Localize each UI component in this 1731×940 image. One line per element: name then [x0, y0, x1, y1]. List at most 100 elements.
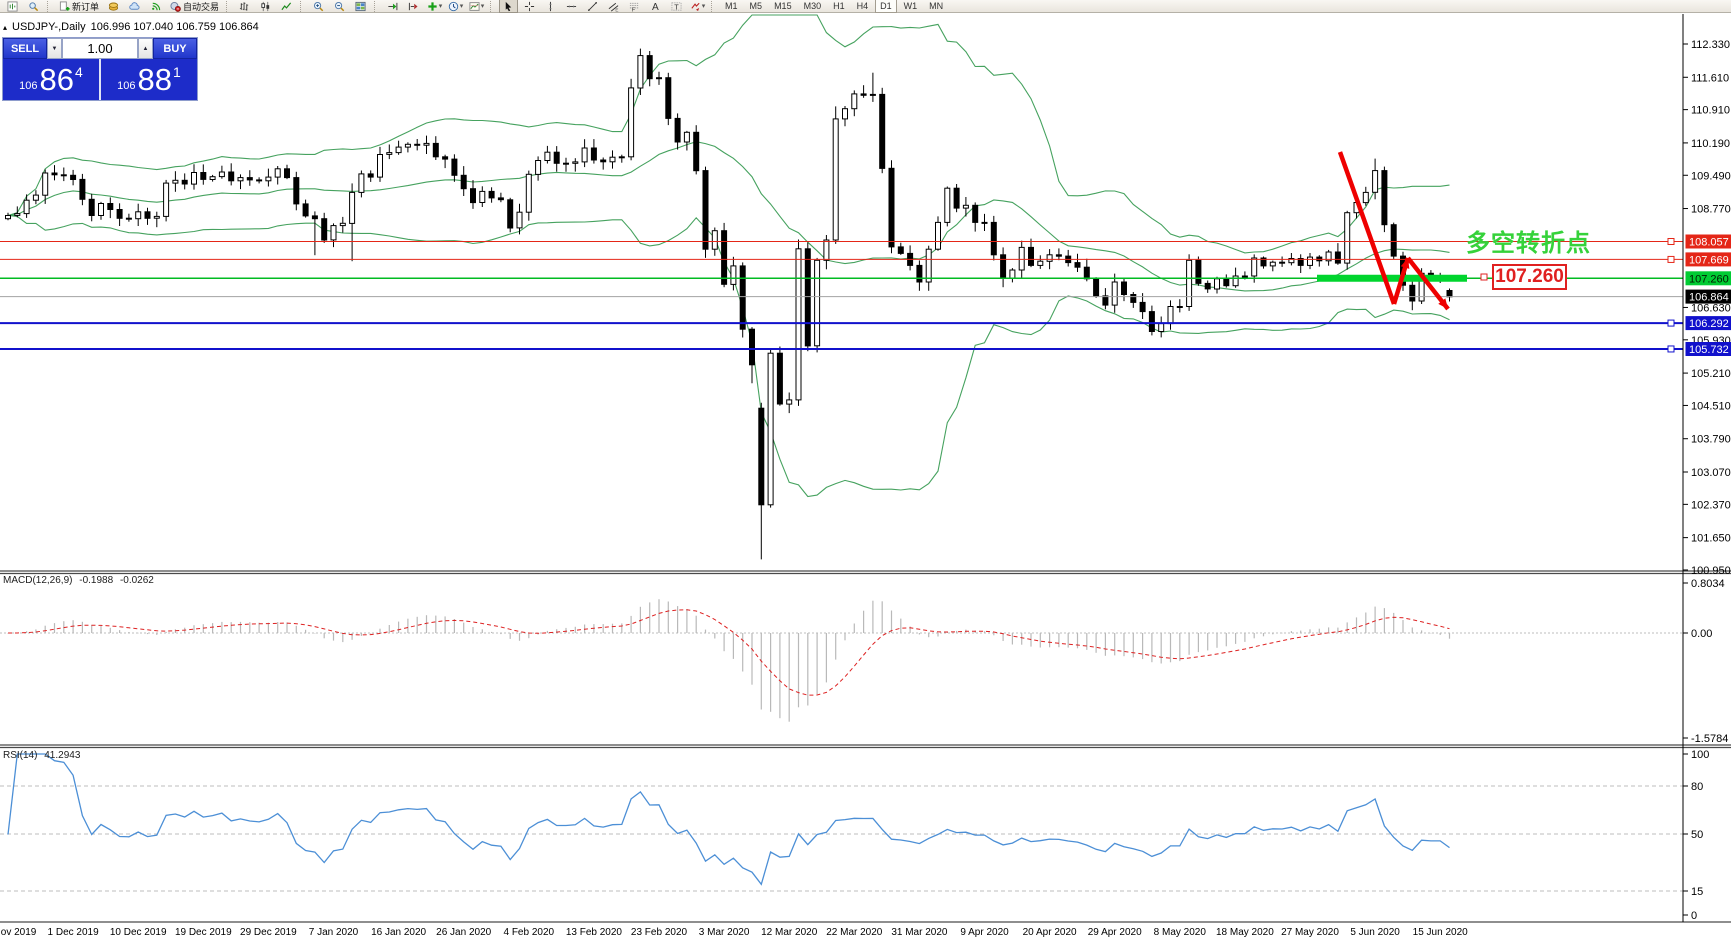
turning-point-annotation[interactable]: 多空转折点 — [1466, 230, 1591, 257]
price-axis-flag — [1685, 342, 1731, 356]
tile-windows-icon[interactable] — [351, 0, 370, 13]
fibonacci-icon[interactable]: F — [625, 0, 644, 13]
hline-handle[interactable] — [1667, 255, 1675, 263]
cursor-icon[interactable] — [499, 0, 519, 13]
macd-value-main: -0.1988 — [79, 575, 114, 586]
cloud-icon[interactable] — [125, 0, 144, 13]
candlestick-chart-icon[interactable] — [256, 0, 275, 13]
line-chart-icon[interactable] — [277, 0, 296, 13]
time-tick-label: 18 May 2020 — [1216, 927, 1274, 938]
hline-handle[interactable] — [1667, 319, 1675, 327]
toolbar-separator — [300, 0, 305, 12]
price-level-flag[interactable]: 107.260 — [1492, 264, 1567, 290]
price-axis-flag-label: 106.864 — [1689, 292, 1729, 304]
price-axis-flag-label: 106.292 — [1689, 318, 1729, 330]
new-order-button[interactable]: 新订单 — [56, 0, 102, 12]
dropdown-arrow-icon[interactable]: ▾ — [438, 3, 443, 10]
timeframe-m15[interactable]: M15 — [774, 1, 792, 11]
zoom-out-icon[interactable] — [330, 0, 349, 13]
price-tick-label: 104.510 — [1691, 400, 1731, 412]
rsi-axis-label: 80 — [1691, 781, 1703, 793]
svg-text:E: E — [615, 7, 618, 11]
time-tick-label: 9 Apr 2020 — [960, 927, 1009, 938]
dropdown-arrow-icon[interactable]: ▾ — [701, 3, 706, 10]
text-icon[interactable]: A — [646, 0, 665, 13]
toolbar-separator — [374, 0, 379, 12]
ask-price-box[interactable]: 106 88 1 — [101, 59, 197, 100]
buy-button[interactable]: BUY — [153, 38, 197, 59]
chart-shift-icon[interactable] — [404, 0, 423, 13]
sell-button[interactable]: SELL — [3, 38, 47, 59]
price-axis-flag — [1685, 316, 1731, 331]
toolbar-separator — [47, 0, 52, 12]
dropdown-arrow-icon[interactable]: ▾ — [459, 3, 464, 10]
new-order-button-label: 新订单 — [72, 1, 100, 12]
one-click-trade-panel: SELL ▼ 1.00 ▲ BUY 106 86 4 106 88 1 — [2, 37, 198, 101]
time-tick-label: 5 Jun 2020 — [1350, 927, 1400, 938]
trend-arrows-annotation[interactable] — [1337, 151, 1450, 311]
price-axis-flag — [1685, 271, 1731, 286]
time-tick-label: 3 Mar 2020 — [699, 927, 750, 938]
indicators-icon[interactable]: ▾ — [425, 0, 444, 13]
new-chart-icon[interactable] — [3, 0, 22, 13]
autotrade-icon — [170, 1, 181, 12]
hline-handle[interactable] — [1667, 345, 1675, 353]
chart-ohlc-values: 106.996 107.040 106.759 106.864 — [90, 21, 259, 33]
price-axis-flag-label: 108.057 — [1689, 237, 1729, 249]
market-icon[interactable] — [104, 0, 123, 13]
rsi-axis-label: 50 — [1691, 829, 1703, 841]
timeframe-h1[interactable]: H1 — [833, 1, 845, 11]
label-icon[interactable]: T — [667, 0, 686, 13]
ask-big-digits: 88 — [137, 62, 173, 97]
signals-icon[interactable] — [146, 0, 165, 13]
chart-expand-icon[interactable]: ▴ — [3, 22, 8, 32]
hline-icon[interactable] — [562, 0, 581, 13]
time-tick-label: 21 Nov 2019 — [0, 927, 37, 938]
vline-icon[interactable] — [541, 0, 560, 13]
timeframe-m30[interactable]: M30 — [803, 1, 822, 11]
price-axis[interactable]: 112.330 111.610 110.910 110.190 109.490 108.7… — [1682, 14, 1731, 922]
auto-scroll-icon[interactable] — [383, 0, 402, 13]
time-tick-label: 20 Apr 2020 — [1023, 927, 1077, 938]
timeframe-d1[interactable]: D1 — [875, 0, 897, 13]
bar-chart-icon[interactable] — [235, 0, 254, 13]
rsi-value: 41.2943 — [44, 750, 81, 761]
bid-price-box[interactable]: 106 86 4 — [3, 59, 99, 100]
timeframe-h4[interactable]: H4 — [856, 1, 869, 11]
chart-profile-icon[interactable] — [24, 0, 43, 13]
time-tick-label: 10 Dec 2019 — [110, 927, 167, 938]
flag-handle[interactable] — [1480, 273, 1488, 281]
macd-axis-label: 0.8034 — [1691, 578, 1725, 590]
price-axis-flag-label: 107.669 — [1689, 254, 1729, 266]
candles — [5, 48, 1453, 560]
time-tick-label: 26 Jan 2020 — [436, 927, 491, 938]
autotrade-button[interactable]: 自动交易 — [167, 0, 222, 12]
macd-histogram — [7, 599, 1451, 722]
rsi-line — [7, 753, 1450, 886]
volume-decrease-button[interactable]: ▼ — [47, 38, 62, 59]
price-tick-label: 110.910 — [1691, 105, 1730, 117]
volume-increase-button[interactable]: ▲ — [138, 38, 153, 59]
periods-icon[interactable]: ▾ — [446, 0, 465, 13]
timeframe-w1[interactable]: W1 — [903, 1, 918, 11]
svg-text:F: F — [632, 7, 636, 11]
timeframe-mn[interactable]: MN — [929, 1, 944, 11]
templates-icon[interactable]: ▾ — [467, 0, 486, 13]
channel-icon[interactable]: E — [604, 0, 623, 13]
dropdown-arrow-icon[interactable]: ▾ — [480, 3, 485, 10]
rsi-axis-label: 0 — [1691, 910, 1697, 922]
hline-handle[interactable] — [1667, 237, 1675, 245]
timeframe-m5[interactable]: M5 — [749, 1, 763, 11]
timeframe-m1[interactable]: M1 — [725, 1, 738, 11]
zoom-in-icon[interactable] — [309, 0, 328, 13]
autotrade-button-label: 自动交易 — [183, 1, 220, 12]
price-tick-label: 111.610 — [1691, 72, 1729, 84]
trendline-icon[interactable] — [583, 0, 602, 13]
volume-input[interactable]: 1.00 — [62, 38, 138, 59]
arrows-icon[interactable]: ▾ — [688, 0, 707, 13]
crosshair-icon[interactable] — [520, 0, 539, 13]
time-axis[interactable]: 21 Nov 2019 1 Dec 2019 10 Dec 2019 19 Dec 2… — [0, 927, 1468, 938]
time-tick-label: 31 Mar 2020 — [891, 927, 948, 938]
time-tick-label: 22 Mar 2020 — [826, 927, 883, 938]
